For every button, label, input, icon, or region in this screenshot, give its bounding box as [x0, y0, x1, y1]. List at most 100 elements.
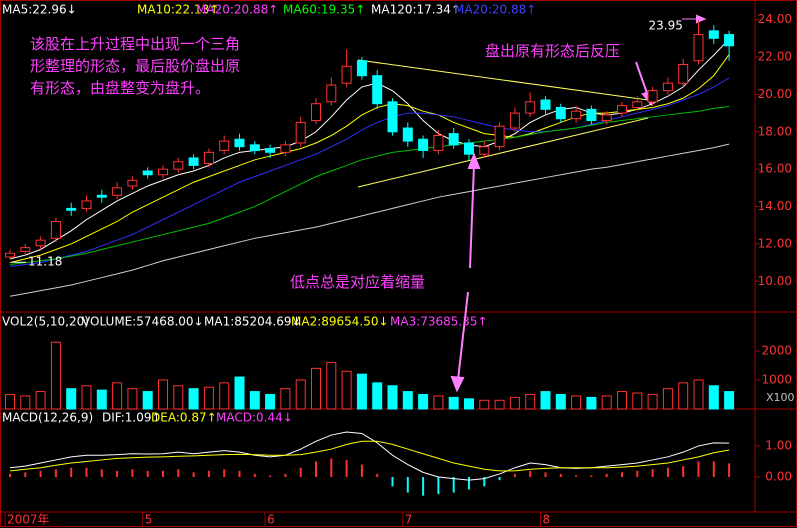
volume-bar	[678, 382, 689, 410]
candle-body	[295, 121, 306, 144]
ma-line	[9, 54, 730, 264]
annotation: 低点总是对应着缩量	[290, 273, 425, 291]
ma-line	[9, 106, 730, 265]
volume-bar	[540, 391, 551, 410]
candle-body	[540, 99, 551, 110]
volume-bar	[326, 362, 337, 410]
volume-bar	[464, 398, 474, 410]
candle-body	[433, 135, 444, 151]
volume-bar	[81, 385, 92, 410]
candle-body	[464, 142, 474, 155]
candle-body	[617, 105, 627, 114]
legend-item: MA5:22.96↓	[2, 3, 77, 17]
volume-bar	[311, 367, 321, 410]
volume-bar	[112, 382, 123, 410]
legend-item: MA3:73685.35↑	[390, 315, 488, 329]
ma-line	[9, 143, 730, 297]
volume-bar	[724, 391, 735, 410]
volume-bar	[402, 391, 413, 410]
candle-body	[234, 138, 245, 148]
y-tick-label: 1000	[761, 372, 792, 386]
candle-body	[708, 30, 719, 39]
legend-item: VOL2(5,10,20)	[2, 315, 89, 329]
volume-bar	[158, 379, 168, 410]
volume-bar	[555, 393, 566, 410]
y-tick-label: 20.00	[758, 87, 792, 101]
x-tick-label: 6	[267, 513, 275, 527]
y-tick-label: 18.00	[758, 124, 792, 138]
candle-body	[724, 34, 735, 47]
candle-body	[96, 194, 107, 198]
volume-bar	[50, 341, 61, 410]
legend-item: DIF:1.09↑	[102, 411, 162, 425]
volume-bar	[418, 393, 429, 410]
triangle	[357, 59, 649, 188]
volume-bar	[479, 399, 490, 410]
candle-body	[372, 75, 383, 105]
candle-body	[494, 125, 505, 148]
candle-body	[81, 200, 92, 209]
annotation: 该股在上升过程中出现一个三角	[30, 35, 240, 53]
volume-bar	[188, 388, 199, 410]
volume-bar	[387, 385, 398, 410]
candle-body	[20, 247, 31, 252]
ma-line	[9, 431, 730, 481]
y-tick-label: 16.00	[758, 162, 792, 176]
candle-body	[158, 168, 168, 176]
y-tick-label: 2000	[761, 343, 792, 357]
candle-body	[356, 60, 367, 77]
volume-bar	[96, 389, 107, 410]
x-tick-label: 5	[145, 513, 153, 527]
x-tick-label: 8	[543, 513, 551, 527]
annotation: 有形态，由盘整变为盘升。	[30, 79, 210, 97]
candle-body	[678, 63, 689, 84]
arrows	[450, 14, 707, 393]
volume-bar	[571, 395, 582, 410]
candle-body	[601, 114, 612, 122]
legend-item: MA20:20.88↑	[196, 3, 278, 17]
legend-item: DEA:0.87↑	[151, 411, 217, 425]
candle-body	[219, 140, 230, 151]
legend-item: MA2:89654.50↓	[291, 315, 389, 329]
legend-item: MA60:19.35↑	[283, 3, 365, 17]
candle-body	[693, 34, 704, 62]
volume-bar	[708, 385, 719, 410]
volume-bar	[203, 386, 214, 410]
candle-body	[66, 207, 77, 211]
volume-bar	[127, 388, 138, 410]
candle-body	[418, 138, 429, 151]
unit-label: X100	[766, 391, 795, 404]
volume-bar	[35, 391, 46, 410]
volume-bar	[693, 379, 704, 410]
candle-body	[402, 127, 413, 142]
y-tick-label: 0.00	[765, 470, 792, 484]
y-tick-label: 14.00	[758, 199, 792, 213]
legend-item: MA20:20.88↑	[454, 3, 536, 17]
volume-bar	[280, 388, 291, 410]
annotation: 形整理的形态，最后股价盘出原	[30, 57, 240, 75]
candle-body	[326, 84, 337, 103]
candle-body	[586, 108, 597, 122]
candle-body	[50, 220, 61, 239]
legend-item: MA1:85204.69↓	[204, 315, 302, 329]
volume-bar	[173, 385, 184, 410]
candle-body	[555, 106, 566, 120]
volume-bar	[647, 393, 658, 410]
y-tick-label: 12.00	[758, 236, 792, 250]
volume-bar	[662, 388, 673, 410]
volume-bar	[433, 395, 444, 410]
volume-bar	[20, 395, 31, 410]
candle-body	[142, 170, 153, 176]
legend-item: VOLUME:57468.00↓	[82, 315, 204, 329]
volume-bar	[234, 376, 245, 410]
legend-item: MACD(12,26,9)	[2, 411, 93, 425]
candle-body	[662, 82, 673, 92]
candle-body	[249, 144, 260, 151]
legend-item: MA120:17.34↑	[371, 3, 461, 17]
volume-bar	[448, 396, 459, 410]
volume-bar	[249, 391, 260, 410]
low-label: 11.18	[28, 255, 62, 269]
volume-bar	[295, 379, 306, 410]
volume-bar	[617, 391, 627, 410]
